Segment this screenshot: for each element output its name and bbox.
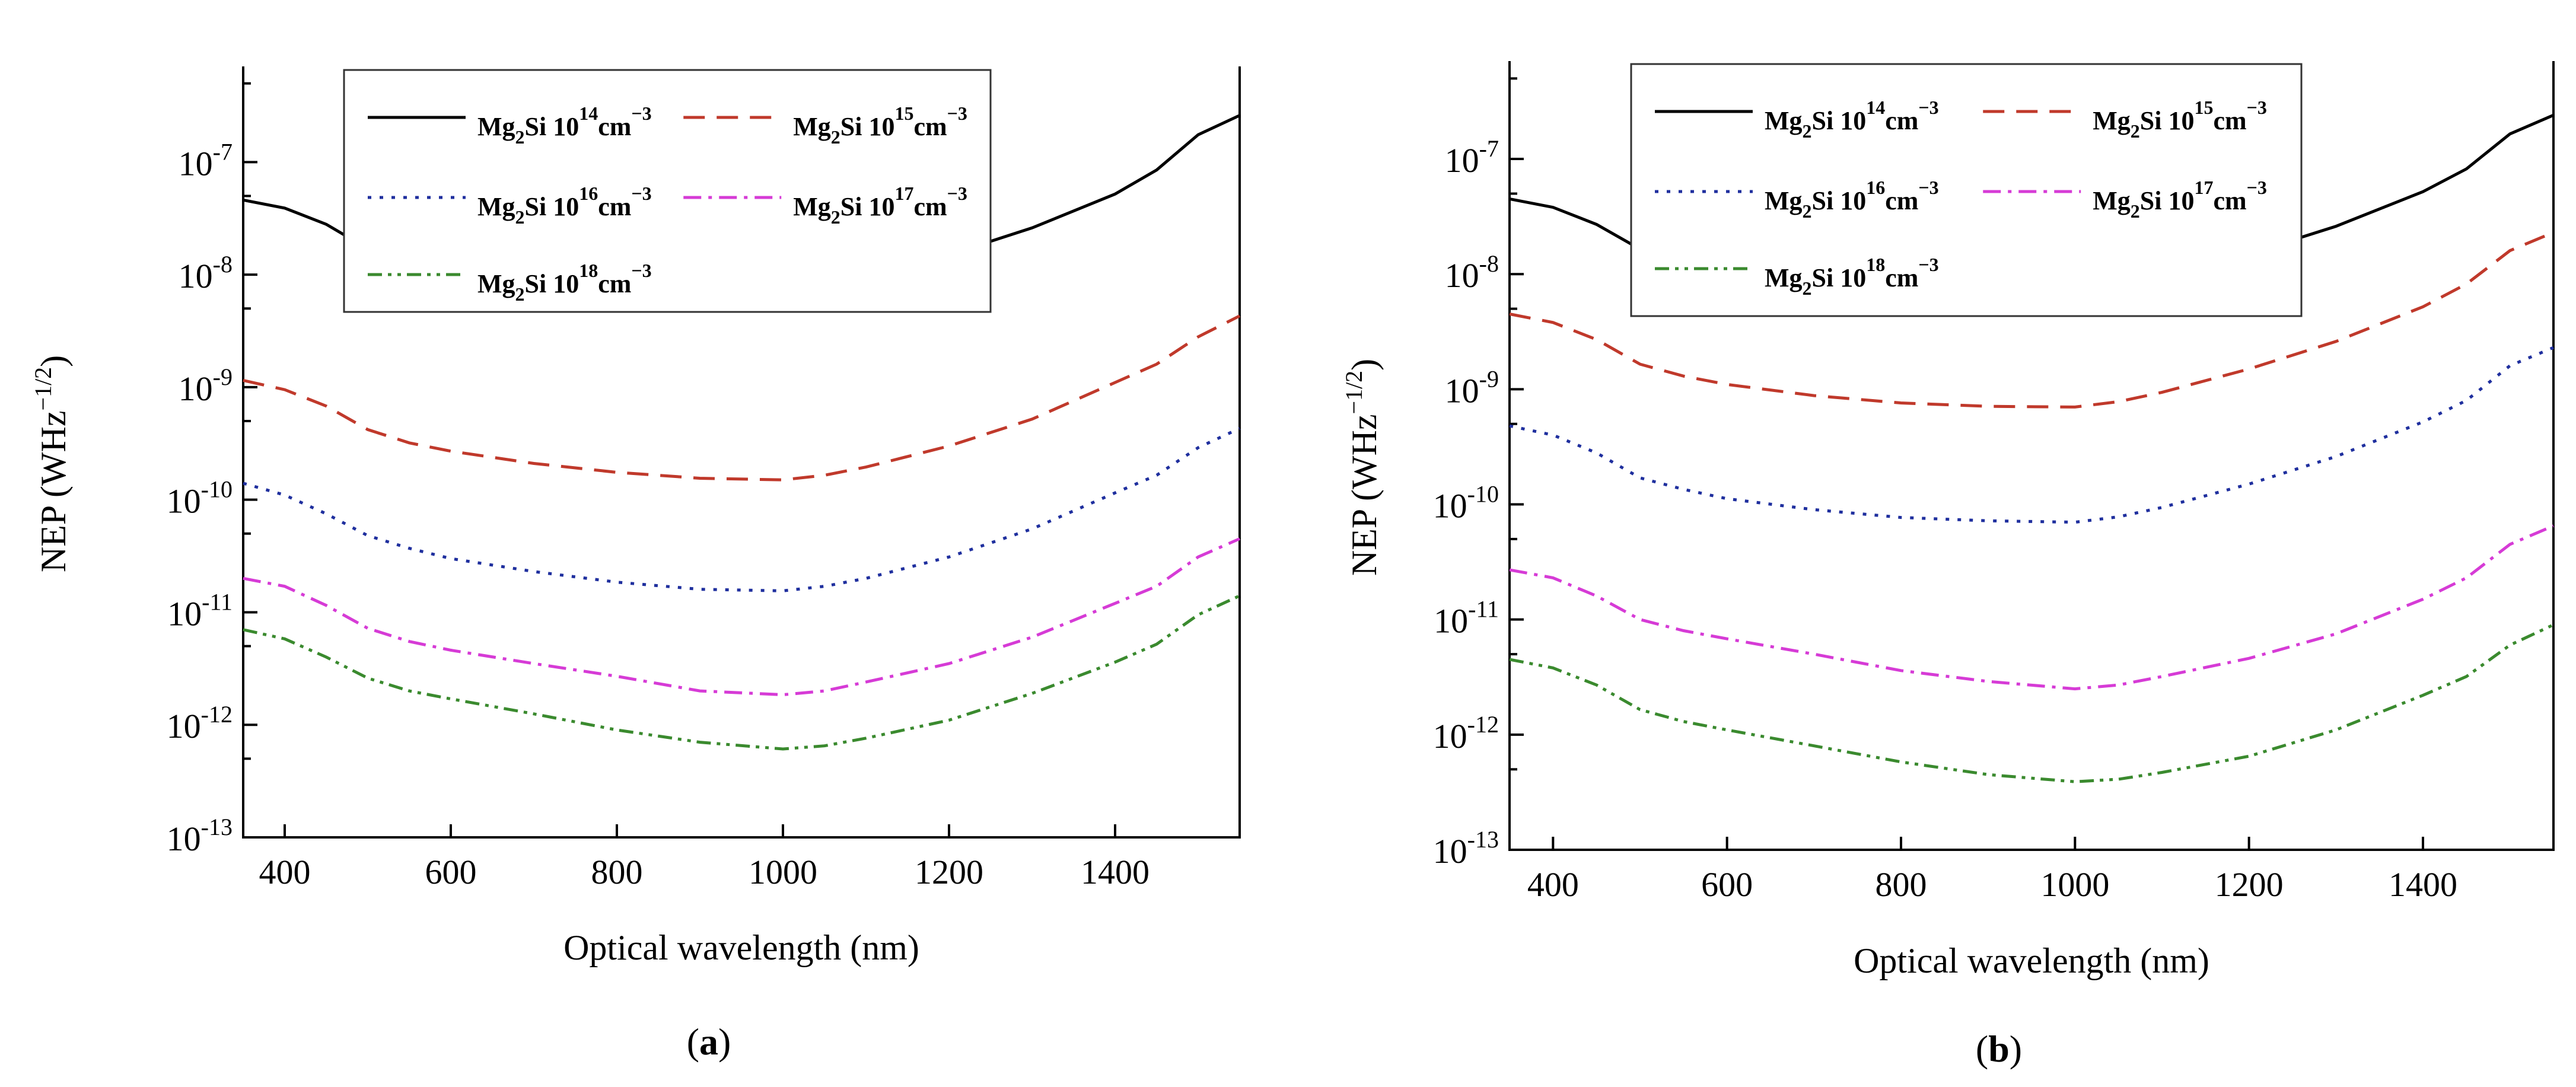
series-line-17 [1509, 524, 2554, 691]
legend-label-17: Mg2Si 1017cm−3 [2093, 177, 2267, 222]
legend-box [1630, 63, 2303, 317]
legend-label-15: Mg2Si 1015cm−3 [793, 103, 967, 148]
x-tick-label-1400: 1400 [2389, 865, 2457, 904]
x-tick-label-1000: 1000 [2040, 865, 2109, 904]
y-tick-label: 10-13 [1433, 826, 1499, 871]
chart-panel-b: 400 600 800 1000 1200 1400 10-13 10-12 10-11 10-1… [1340, 61, 2555, 1070]
y-tick-label: 10-13 [167, 814, 233, 858]
legend-label-18: Mg2Si 1018cm−3 [1765, 254, 1939, 299]
x-axis-title: Optical wavelength (nm) [563, 928, 919, 967]
y-tick-label: 10-9 [179, 364, 233, 408]
y-tick-label: 10-11 [167, 588, 233, 633]
legend: Mg2Si 1014cm−3 Mg2Si 1015cm−3 Mg2Si 1016cm… [343, 69, 992, 313]
x-tick-label-1000: 1000 [749, 853, 817, 891]
y-tick-label: 10-11 [1434, 596, 1499, 640]
legend-label-14: Mg2Si 1014cm−3 [1765, 97, 1939, 142]
x-tick-label-800: 800 [1876, 865, 1927, 904]
chart-panel-a: 400 600 800 1000 1200 1400 10-13 10-12 10-11 10-1… [30, 66, 1241, 1063]
x-tick-label-1200: 1200 [915, 853, 983, 891]
legend-label-14: Mg2Si 1014cm−3 [477, 103, 652, 148]
plot-frame [242, 66, 1241, 839]
x-axis-title: Optical wavelength (nm) [1854, 941, 2209, 980]
panel-caption-b: (b) [1976, 1028, 2022, 1070]
y-axis-title: NEP (WHz−1/2) [1340, 359, 1384, 576]
y-tick-label: 10-10 [167, 476, 233, 521]
legend-label-16: Mg2Si 1016cm−3 [1765, 177, 1939, 222]
y-axis-title: NEP (WHz−1/2) [30, 355, 73, 572]
series-line-16 [243, 427, 1241, 592]
y-tick-label: 10-10 [1433, 481, 1499, 525]
x-tick-label-400: 400 [259, 853, 311, 891]
plot-frame [1508, 61, 2555, 851]
series-line-16 [1509, 346, 2554, 524]
x-tick-label-400: 400 [1527, 865, 1579, 904]
legend-label-18: Mg2Si 1018cm−3 [477, 260, 652, 305]
panel-caption-a: (a) [687, 1021, 731, 1063]
legend-label-16: Mg2Si 1016cm−3 [477, 183, 652, 228]
series-line-18 [243, 594, 1241, 751]
x-tick-label-1200: 1200 [2215, 865, 2284, 904]
y-tick-label: 10-7 [1445, 135, 1499, 180]
y-tick-label: 10-8 [179, 251, 233, 295]
x-tick-label-600: 600 [425, 853, 477, 891]
series-line-17 [243, 537, 1241, 697]
x-tick-label-600: 600 [1701, 865, 1753, 904]
y-tick-label: 10-9 [1445, 365, 1499, 410]
y-tick-label: 10-7 [179, 138, 233, 183]
series-line-15 [243, 314, 1241, 482]
legend-label-17: Mg2Si 1017cm−3 [793, 183, 967, 228]
y-tick-label: 10-12 [167, 701, 233, 745]
series-line-18 [1509, 623, 2555, 783]
y-tick-label: 10-8 [1445, 250, 1499, 295]
y-tick-label: 10-12 [1433, 711, 1499, 756]
legend-label-15: Mg2Si 1015cm−3 [2093, 97, 2267, 142]
legend: Mg2Si 1014cm−3 Mg2Si 1015cm−3 Mg2Si 1016cm… [1630, 63, 2303, 317]
series-line-15 [1509, 231, 2554, 409]
legend-box [343, 69, 992, 313]
x-tick-label-800: 800 [591, 853, 643, 891]
x-tick-label-1400: 1400 [1081, 853, 1150, 891]
